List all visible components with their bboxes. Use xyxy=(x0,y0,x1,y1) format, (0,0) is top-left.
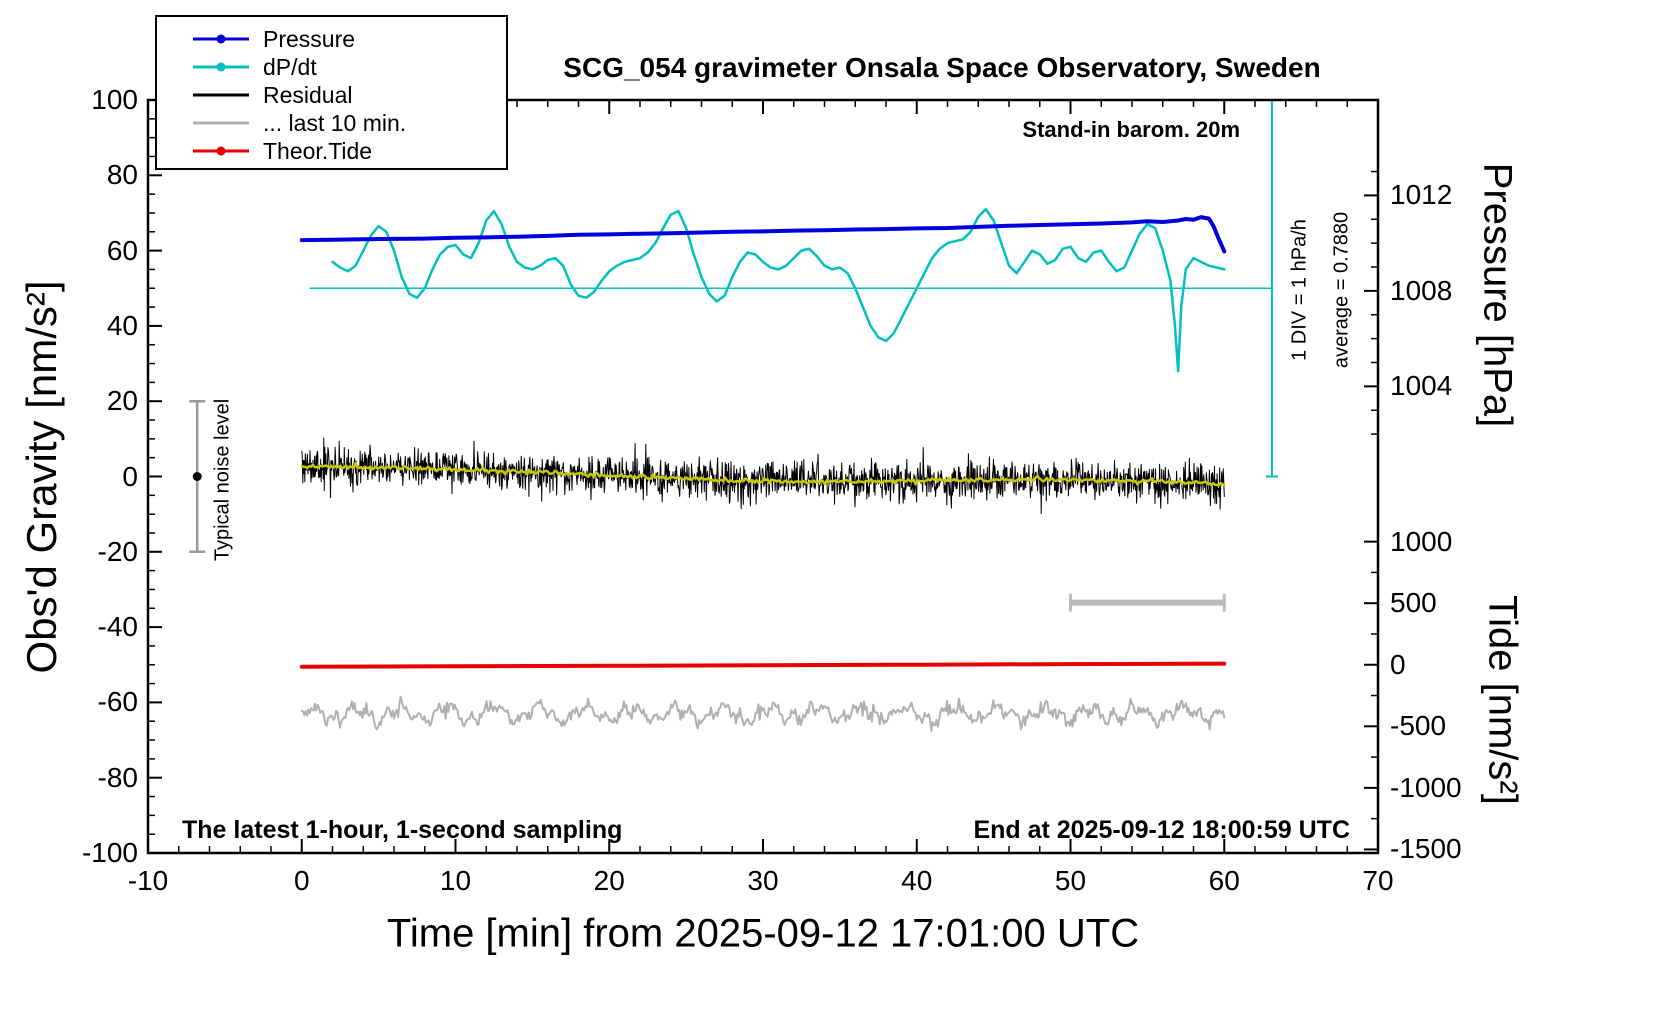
x-tick-label: 10 xyxy=(439,865,472,896)
tide-tick-label: -1500 xyxy=(1390,833,1462,865)
y-tick-label: -60 xyxy=(97,686,138,718)
x-tick-label: 20 xyxy=(593,865,625,896)
legend-item-2: Residual xyxy=(157,81,506,109)
series-residual-last-10-min-rescaled xyxy=(300,695,1226,732)
series-theor-tide xyxy=(299,661,1227,669)
y-tick-label: -80 xyxy=(97,761,138,793)
y-axis-label-pressure: Pressure [hPa] xyxy=(1475,162,1520,428)
series-residual-smoothed xyxy=(300,462,1226,487)
y-tick-label: 20 xyxy=(106,385,138,417)
chart-title: SCG_054 gravimeter Onsala Space Observat… xyxy=(563,52,1321,83)
legend-line-icon xyxy=(193,119,249,128)
legend-marker-dot-icon xyxy=(216,34,226,44)
pressure-tick-label: 1012 xyxy=(1390,179,1453,211)
legend-marker-dot-icon xyxy=(216,146,226,156)
legend-item-label: Pressure xyxy=(263,25,356,52)
legend-item-1: dP/dt xyxy=(157,53,506,81)
legend-item-4: Theor.Tide xyxy=(157,137,506,165)
x-tick-label: 50 xyxy=(1054,865,1087,896)
x-tick-label: -10 xyxy=(127,865,169,896)
y-tick-label: 100 xyxy=(91,84,138,115)
legend-box: Pressure dP/dt Residual... last 10 min. The… xyxy=(155,15,508,170)
x-tick-label: 30 xyxy=(747,865,779,896)
legend-item-label: dP/dt xyxy=(263,53,317,80)
legend-marker-dot-icon xyxy=(216,62,226,72)
series-dp-dt xyxy=(331,207,1226,373)
y-tick-label: 0 xyxy=(122,460,138,492)
y-tick-label: 60 xyxy=(106,234,138,266)
annotation-average: average = 0.7880 xyxy=(1330,211,1353,369)
legend-item-label: ... last 10 min. xyxy=(263,109,407,136)
y-axis-label-tide: Tide [nm/s²] xyxy=(1480,595,1525,805)
y-tick-label: -40 xyxy=(97,611,138,643)
series-residual-1-second xyxy=(301,437,1225,515)
tide-tick-label: 0 xyxy=(1390,648,1406,680)
x-tick-label: 0 xyxy=(293,865,310,896)
y-axis-label-gravity: Obs'd Gravity [nm/s²] xyxy=(18,280,65,674)
legend-item-0: Pressure xyxy=(157,25,506,53)
series-pressure xyxy=(299,215,1227,254)
annotation-barometer: Stand-in barom. 20m xyxy=(1022,117,1240,142)
annotation-div-scale: 1 DIV = 1 hPa/h xyxy=(1288,219,1311,361)
tide-tick-label: -500 xyxy=(1390,710,1447,742)
legend-line-icon xyxy=(193,62,249,72)
y-tick-label: -20 xyxy=(97,535,138,567)
annotation-noise-level: Typical noise level xyxy=(211,398,234,562)
legend-line-icon xyxy=(193,91,249,100)
x-axis-label-time: Time [min] from 2025-09-12 17:01:00 UTC xyxy=(386,911,1140,956)
legend-item-label: Residual xyxy=(263,81,353,108)
pressure-tick-label: 1004 xyxy=(1390,370,1453,402)
tide-tick-label: 1000 xyxy=(1390,525,1453,557)
x-tick-label: 60 xyxy=(1208,865,1240,896)
annotation-end-time: End at 2025-09-12 18:00:59 UTC xyxy=(973,816,1350,844)
x-tick-label: 70 xyxy=(1362,865,1394,896)
tide-tick-label: -1000 xyxy=(1390,771,1462,803)
annotation-sampling: The latest 1-hour, 1-second sampling xyxy=(182,816,623,844)
y-tick-label: 40 xyxy=(106,309,138,341)
x-tick-label: 40 xyxy=(901,865,933,896)
legend-item-label: Theor.Tide xyxy=(263,137,373,164)
legend-line-icon xyxy=(193,34,249,44)
y-tick-label: -100 xyxy=(81,837,138,868)
pressure-tick-label: 1008 xyxy=(1390,274,1453,306)
y-tick-label: 80 xyxy=(106,159,138,191)
legend-item-3: ... last 10 min. xyxy=(157,109,506,137)
legend-line-icon xyxy=(193,146,249,156)
noise-error-bar-dot xyxy=(192,472,202,481)
tide-tick-label: 500 xyxy=(1390,587,1437,619)
